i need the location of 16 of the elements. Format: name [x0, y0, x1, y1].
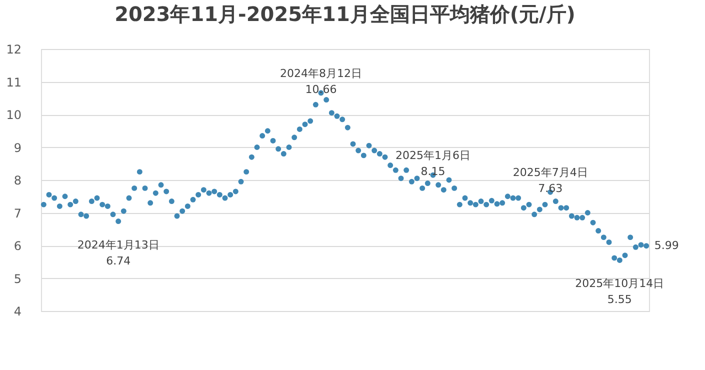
y-tick-label: 11 [6, 75, 22, 90]
chart-title: 2023年11月-2025年11月全国日平均猪价(元/斤) [114, 2, 576, 26]
y-tick-label: 7 [14, 206, 22, 220]
annotation: 2025年1月6日 8.15 [396, 149, 470, 178]
y-tick-label: 5 [14, 272, 22, 286]
annotation: 2024年8月12日 10.66 [280, 66, 362, 96]
annotation: 2025年10月14日 5.55 [575, 277, 664, 306]
y-tick-label: 8 [14, 174, 22, 188]
annotation: 2024年1月13日 6.74 [77, 238, 160, 268]
y-tick-label: 4 [14, 304, 22, 318]
y-tick-label: 10 [6, 108, 22, 122]
y-tick-label: 6 [14, 239, 22, 253]
y-tick-label: 9 [14, 140, 22, 155]
text: 5.99 [654, 238, 679, 252]
y-tick-label: 12 [6, 42, 22, 56]
annotation: 2025年7月4日 7.63 [512, 166, 588, 196]
